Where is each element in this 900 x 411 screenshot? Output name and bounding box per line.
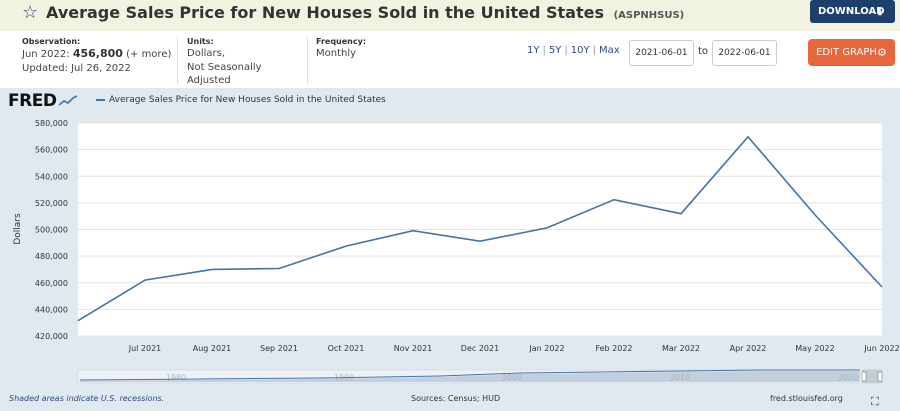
units-block: Units: Dollars, Not Seasonally Adjusted: [177, 37, 307, 86]
edit-graph-button[interactable]: EDIT GRAPH ⚙: [808, 39, 895, 66]
site-link[interactable]: fred.stlouisfed.org: [770, 394, 843, 403]
y-tick-label: 540,000: [35, 172, 68, 181]
range-max-link[interactable]: Max: [598, 45, 620, 56]
x-tick-label: Oct 2021: [328, 344, 365, 353]
observation-value: 456,800: [72, 47, 123, 60]
y-tick-label: 480,000: [35, 252, 68, 261]
to-label: to: [698, 46, 709, 57]
range-1y-link[interactable]: 1Y: [527, 45, 540, 56]
y-tick-label: 460,000: [35, 279, 68, 288]
navigator-history-area: [80, 371, 860, 382]
navigator-handle-left[interactable]: [861, 371, 867, 382]
units-line2: Not Seasonally Adjusted: [187, 62, 262, 86]
y-tick-label: 500,000: [35, 226, 68, 235]
series-title: Average Sales Price for New Houses Sold …: [46, 3, 604, 22]
frequency-value: Monthly: [316, 48, 357, 59]
fred-logo-chart-icon: [58, 95, 78, 106]
x-tick-label: May 2022: [795, 344, 834, 353]
frequency-label: Frequency:: [316, 37, 367, 46]
updated-date: Updated: Jul 26, 2022: [22, 63, 131, 74]
download-button[interactable]: DOWNLOAD ⭳: [810, 0, 895, 23]
x-tick-label: Feb 2022: [595, 344, 632, 353]
observation-date: Jun 2022:: [22, 49, 70, 60]
start-date-input[interactable]: 2021-06-01: [629, 40, 694, 66]
y-axis-ticks: 420,000 440,000 460,000 480,000 500,000 520,0…: [35, 119, 68, 341]
units-line1: Dollars,: [187, 48, 226, 59]
end-date-input[interactable]: 2022-06-01: [712, 40, 777, 66]
edit-graph-label: EDIT GRAPH: [816, 47, 877, 58]
sources-note: Sources: Census; HUD: [411, 394, 501, 403]
y-tick-label: 560,000: [35, 146, 68, 155]
title-bar: ☆ Average Sales Price for New Houses Sol…: [0, 0, 900, 31]
fred-logo-text: FRED: [8, 91, 57, 111]
favorite-star-icon[interactable]: ☆: [22, 2, 39, 23]
x-tick-label: Apr 2022: [730, 344, 767, 353]
chart-panel: 420,000 440,000 460,000 480,000 500,000 520,0…: [0, 88, 900, 411]
range-separator: |: [542, 45, 546, 56]
navigator-history-line: [79, 369, 860, 381]
fred-logo: FRED: [8, 91, 78, 111]
y-tick-label: 440,000: [35, 305, 68, 314]
chart-legend: Average Sales Price for New Houses Sold …: [96, 95, 386, 105]
x-tick-label: Jul 2021: [128, 344, 162, 353]
navigator-handle-right[interactable]: [877, 371, 883, 382]
range-separator: |: [592, 45, 596, 56]
series-line: [77, 135, 883, 322]
recession-note: Shaded areas indicate U.S. recessions.: [9, 394, 165, 403]
observation-line: Jun 2022: 456,800 (+ more): [22, 47, 172, 61]
line-chart: 420,000 440,000 460,000 480,000 500,000 520,0…: [13, 119, 900, 384]
y-tick-label: 520,000: [35, 199, 68, 208]
navigator-year-label: 1980: [166, 373, 186, 382]
series-id: (ASPNHSUS): [613, 10, 685, 21]
x-tick-label: Dec 2021: [461, 344, 499, 353]
gear-icon: ⚙: [877, 46, 887, 59]
navigator-selection[interactable]: [862, 370, 882, 383]
frequency-block: Frequency: Monthly: [307, 37, 367, 84]
download-icon: ⭳: [878, 5, 882, 18]
legend-label: Average Sales Price for New Houses Sold …: [109, 95, 386, 105]
fullscreen-icon[interactable]: ⛶: [871, 395, 879, 408]
x-tick-label: Sep 2021: [260, 344, 298, 353]
range-5y-link[interactable]: 5Y: [548, 45, 562, 56]
page-title: Average Sales Price for New Houses Sold …: [46, 3, 684, 22]
x-tick-label: Nov 2021: [394, 344, 433, 353]
grid-lines: [78, 122, 882, 337]
observation-label: Observation:: [22, 37, 81, 46]
x-axis-ticks: Jul 2021 Aug 2021 Sep 2021 Oct 2021 Nov 2021…: [128, 344, 900, 353]
y-tick-label: 420,000: [35, 332, 68, 341]
y-tick-label: 580,000: [35, 119, 68, 128]
x-tick-label: Mar 2022: [662, 344, 700, 353]
x-tick-label: Jun 2022: [863, 344, 899, 353]
y-axis-label: Dollars: [13, 213, 23, 245]
range-10y-link[interactable]: 10Y: [570, 45, 590, 56]
x-tick-label: Jan 2022: [528, 344, 564, 353]
units-label: Units:: [187, 37, 214, 46]
x-tick-label: Aug 2021: [193, 344, 232, 353]
range-separator: |: [564, 45, 568, 56]
observation-more-link[interactable]: (+ more): [126, 49, 172, 60]
download-label: DOWNLOAD: [818, 6, 885, 17]
legend-swatch: [96, 98, 105, 101]
range-links: 1Y | 5Y | 10Y | Max: [527, 45, 620, 56]
observation-block: Observation: Jun 2022: 456,800 (+ more) …: [22, 37, 172, 84]
